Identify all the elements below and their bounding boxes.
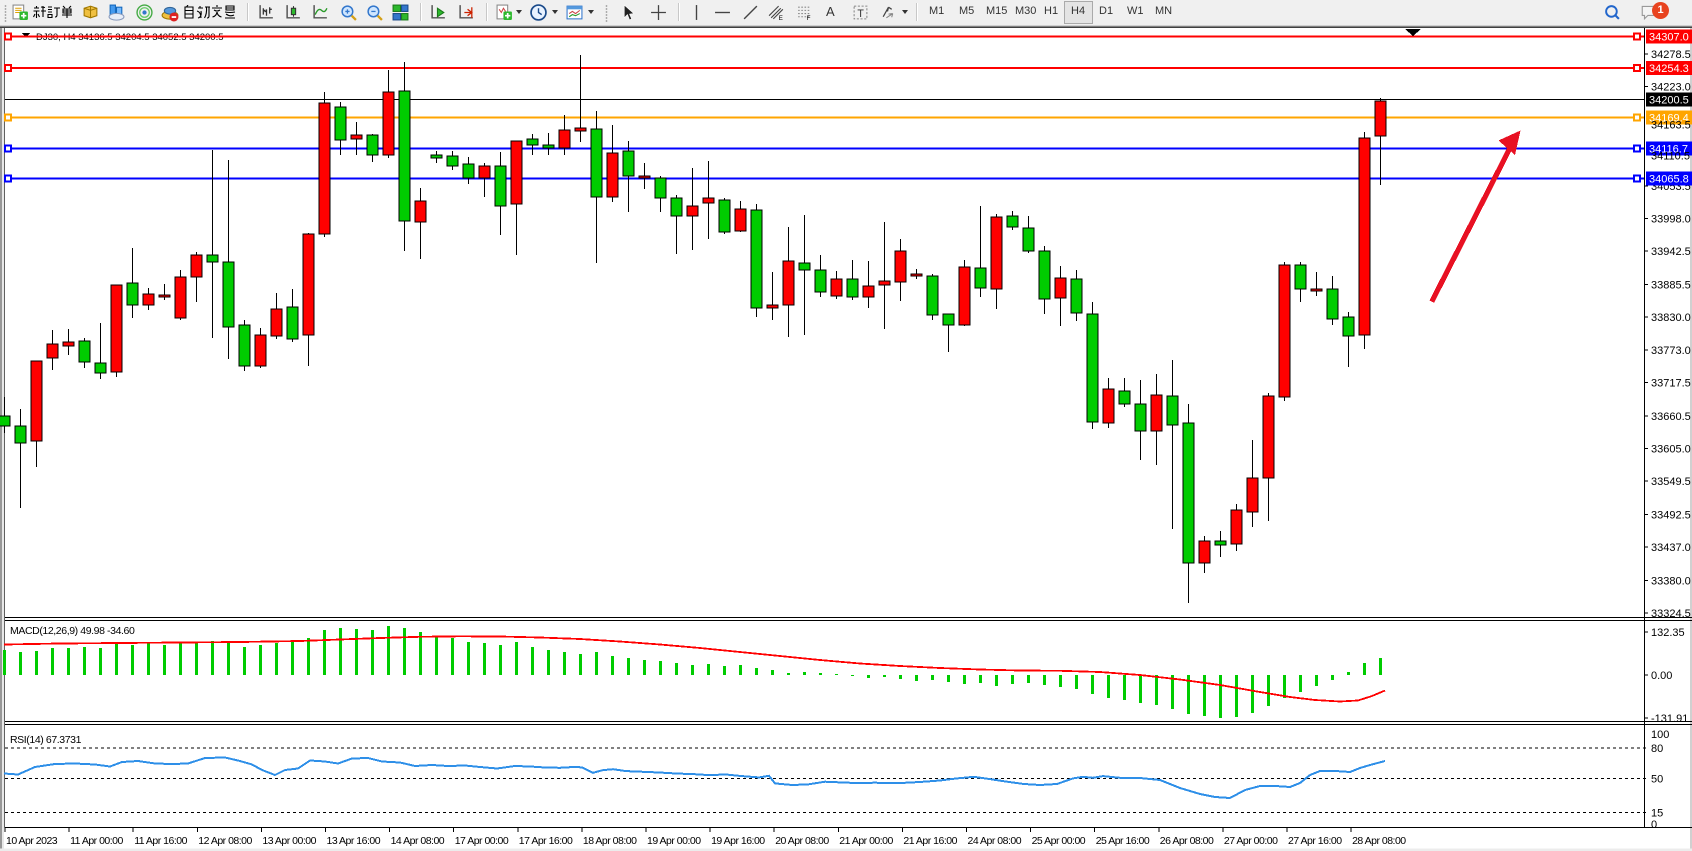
svg-text:17 Apr 16:00: 17 Apr 16:00 (519, 835, 573, 847)
svg-text:33660.5: 33660.5 (1651, 411, 1691, 423)
svg-text:13 Apr 00:00: 13 Apr 00:00 (262, 835, 316, 847)
svg-text:12 Apr 08:00: 12 Apr 08:00 (198, 835, 252, 847)
svg-text:33549.5: 33549.5 (1651, 476, 1691, 488)
svg-text:34116.7: 34116.7 (1649, 144, 1688, 156)
svg-text:25 Apr 16:00: 25 Apr 16:00 (1096, 835, 1150, 847)
svg-text:21 Apr 00:00: 21 Apr 00:00 (839, 835, 893, 847)
svg-text:21 Apr 16:00: 21 Apr 16:00 (903, 835, 957, 847)
svg-text:80: 80 (1651, 743, 1663, 755)
svg-text:11 Apr 00:00: 11 Apr 00:00 (70, 835, 123, 847)
svg-text:E: E (779, 15, 783, 21)
svg-text:34307.0: 34307.0 (1649, 32, 1689, 44)
svg-text:34278.5: 34278.5 (1651, 49, 1691, 61)
svg-text:26 Apr 08:00: 26 Apr 08:00 (1160, 835, 1214, 847)
svg-text:33717.5: 33717.5 (1651, 378, 1691, 390)
svg-text:50: 50 (1651, 774, 1663, 786)
svg-text:33492.5: 33492.5 (1651, 510, 1691, 522)
svg-text:18 Apr 08:00: 18 Apr 08:00 (583, 835, 637, 847)
svg-text:34110.5: 34110.5 (1651, 151, 1690, 163)
svg-text:34169.4: 34169.4 (1649, 113, 1689, 125)
svg-text:132.35: 132.35 (1651, 627, 1685, 639)
svg-text:33324.5: 33324.5 (1651, 608, 1691, 620)
svg-text:34223.0: 34223.0 (1651, 82, 1691, 94)
svg-text:24 Apr 08:00: 24 Apr 08:00 (968, 835, 1022, 847)
svg-text:13 Apr 16:00: 13 Apr 16:00 (327, 835, 381, 847)
svg-text:19 Apr 00:00: 19 Apr 00:00 (647, 835, 701, 847)
svg-text:20 Apr 08:00: 20 Apr 08:00 (775, 835, 829, 847)
svg-text:RSI(14) 67.3731: RSI(14) 67.3731 (10, 734, 82, 746)
svg-text:T: T (857, 8, 864, 20)
svg-text:34163.5: 34163.5 (1651, 120, 1691, 132)
svg-text:25 Apr 00:00: 25 Apr 00:00 (1032, 835, 1086, 847)
svg-text:100: 100 (1651, 729, 1669, 741)
svg-text:0.00: 0.00 (1651, 670, 1672, 682)
svg-text:33605.0: 33605.0 (1651, 444, 1691, 456)
svg-text:15: 15 (1651, 808, 1663, 820)
svg-text:14 Apr 08:00: 14 Apr 08:00 (391, 835, 445, 847)
svg-text:27 Apr 00:00: 27 Apr 00:00 (1224, 835, 1278, 847)
svg-text:33885.5: 33885.5 (1651, 279, 1691, 291)
svg-text:33942.5: 33942.5 (1651, 246, 1691, 258)
svg-text:F: F (807, 15, 811, 21)
svg-text:33830.0: 33830.0 (1651, 312, 1691, 324)
svg-text:33998.0: 33998.0 (1651, 213, 1691, 225)
svg-text:-131.91: -131.91 (1651, 713, 1688, 725)
svg-text:34200.5: 34200.5 (1649, 95, 1689, 107)
svg-text:33773.0: 33773.0 (1651, 345, 1691, 357)
svg-text:10 Apr 2023: 10 Apr 2023 (6, 835, 58, 847)
svg-text:28 Apr 08:00: 28 Apr 08:00 (1352, 835, 1406, 847)
svg-text:34065.8: 34065.8 (1649, 174, 1689, 186)
svg-text:0: 0 (1651, 819, 1657, 831)
svg-text:19 Apr 16:00: 19 Apr 16:00 (711, 835, 765, 847)
svg-text:17 Apr 00:00: 17 Apr 00:00 (455, 835, 509, 847)
svg-text:MACD(12,26,9) 49.98 -34.60: MACD(12,26,9) 49.98 -34.60 (10, 625, 135, 637)
svg-text:34254.3: 34254.3 (1649, 63, 1689, 75)
svg-text:33380.0: 33380.0 (1651, 575, 1691, 587)
svg-text:33437.0: 33437.0 (1651, 542, 1691, 554)
svg-text:27 Apr 16:00: 27 Apr 16:00 (1288, 835, 1342, 847)
svg-text:11 Apr 16:00: 11 Apr 16:00 (134, 835, 187, 847)
